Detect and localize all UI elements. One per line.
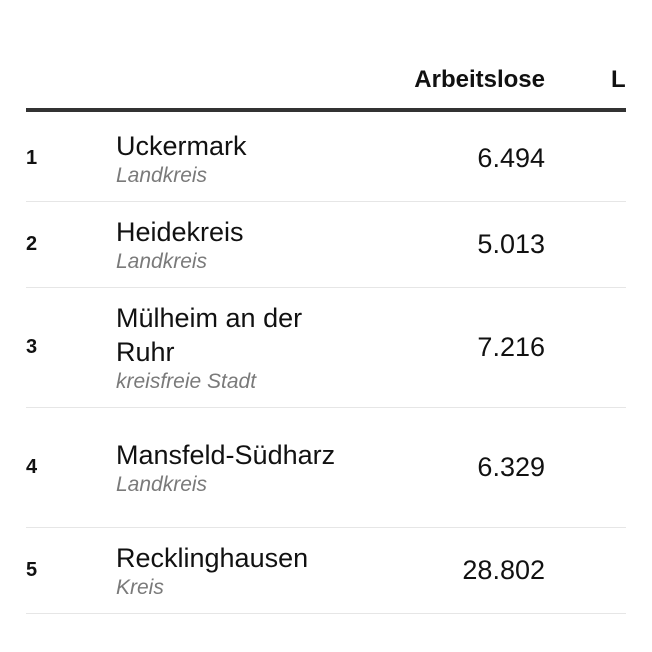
unemployed-value: 7.216: [477, 332, 545, 362]
table-row: 2 Heidekreis Landkreis 5.013: [26, 202, 626, 288]
district-name: Mansfeld-Südharz: [116, 439, 336, 470]
rank-cell: 3: [26, 336, 38, 358]
district-cell: Mansfeld-Südharz Landkreis: [116, 438, 336, 498]
district-cell: Mülheim an der Ruhr kreisfreie Stadt: [116, 301, 336, 395]
district-cell: Uckermark Landkreis: [116, 129, 336, 189]
rank-cell: 4: [26, 456, 38, 478]
district-name: Recklinghausen: [116, 542, 309, 573]
table-row: 4 Mansfeld-Südharz Landkreis 6.329: [26, 408, 626, 528]
unemployed-value: 6.494: [477, 143, 545, 173]
unemployed-value: 5.013: [477, 229, 545, 259]
district-type: Landkreis: [116, 249, 208, 273]
data-table: Arbeitslose L 1 Uckermark Landkreis 6.49…: [26, 0, 626, 652]
district-name: Mülheim an der Ruhr: [116, 302, 303, 367]
rank-cell: 2: [26, 233, 38, 255]
table-row: 5 Recklinghausen Kreis 28.802: [26, 528, 626, 614]
rank-cell: 5: [26, 559, 38, 581]
unemployed-value: 28.802: [462, 555, 545, 585]
table-row: 3 Mülheim an der Ruhr kreisfreie Stadt 7…: [26, 288, 626, 408]
district-cell: Recklinghausen Kreis: [116, 541, 336, 601]
column-header-arbeitslose[interactable]: Arbeitslose: [414, 66, 545, 93]
rank-cell: 1: [26, 147, 38, 169]
table-header: Arbeitslose L: [26, 62, 626, 112]
district-name: Uckermark: [116, 130, 247, 161]
column-header-truncated[interactable]: L: [611, 66, 626, 93]
unemployed-value: 6.329: [477, 452, 545, 482]
district-type: Kreis: [116, 575, 164, 599]
district-type: Landkreis: [116, 472, 208, 496]
table-row: 1 Uckermark Landkreis 6.494: [26, 116, 626, 202]
district-name: Heidekreis: [116, 216, 244, 247]
district-type: kreisfreie Stadt: [116, 369, 257, 393]
district-type: Landkreis: [116, 163, 208, 187]
district-cell: Heidekreis Landkreis: [116, 215, 336, 275]
table-body: 1 Uckermark Landkreis 6.494 2 Heidekreis…: [26, 116, 626, 614]
